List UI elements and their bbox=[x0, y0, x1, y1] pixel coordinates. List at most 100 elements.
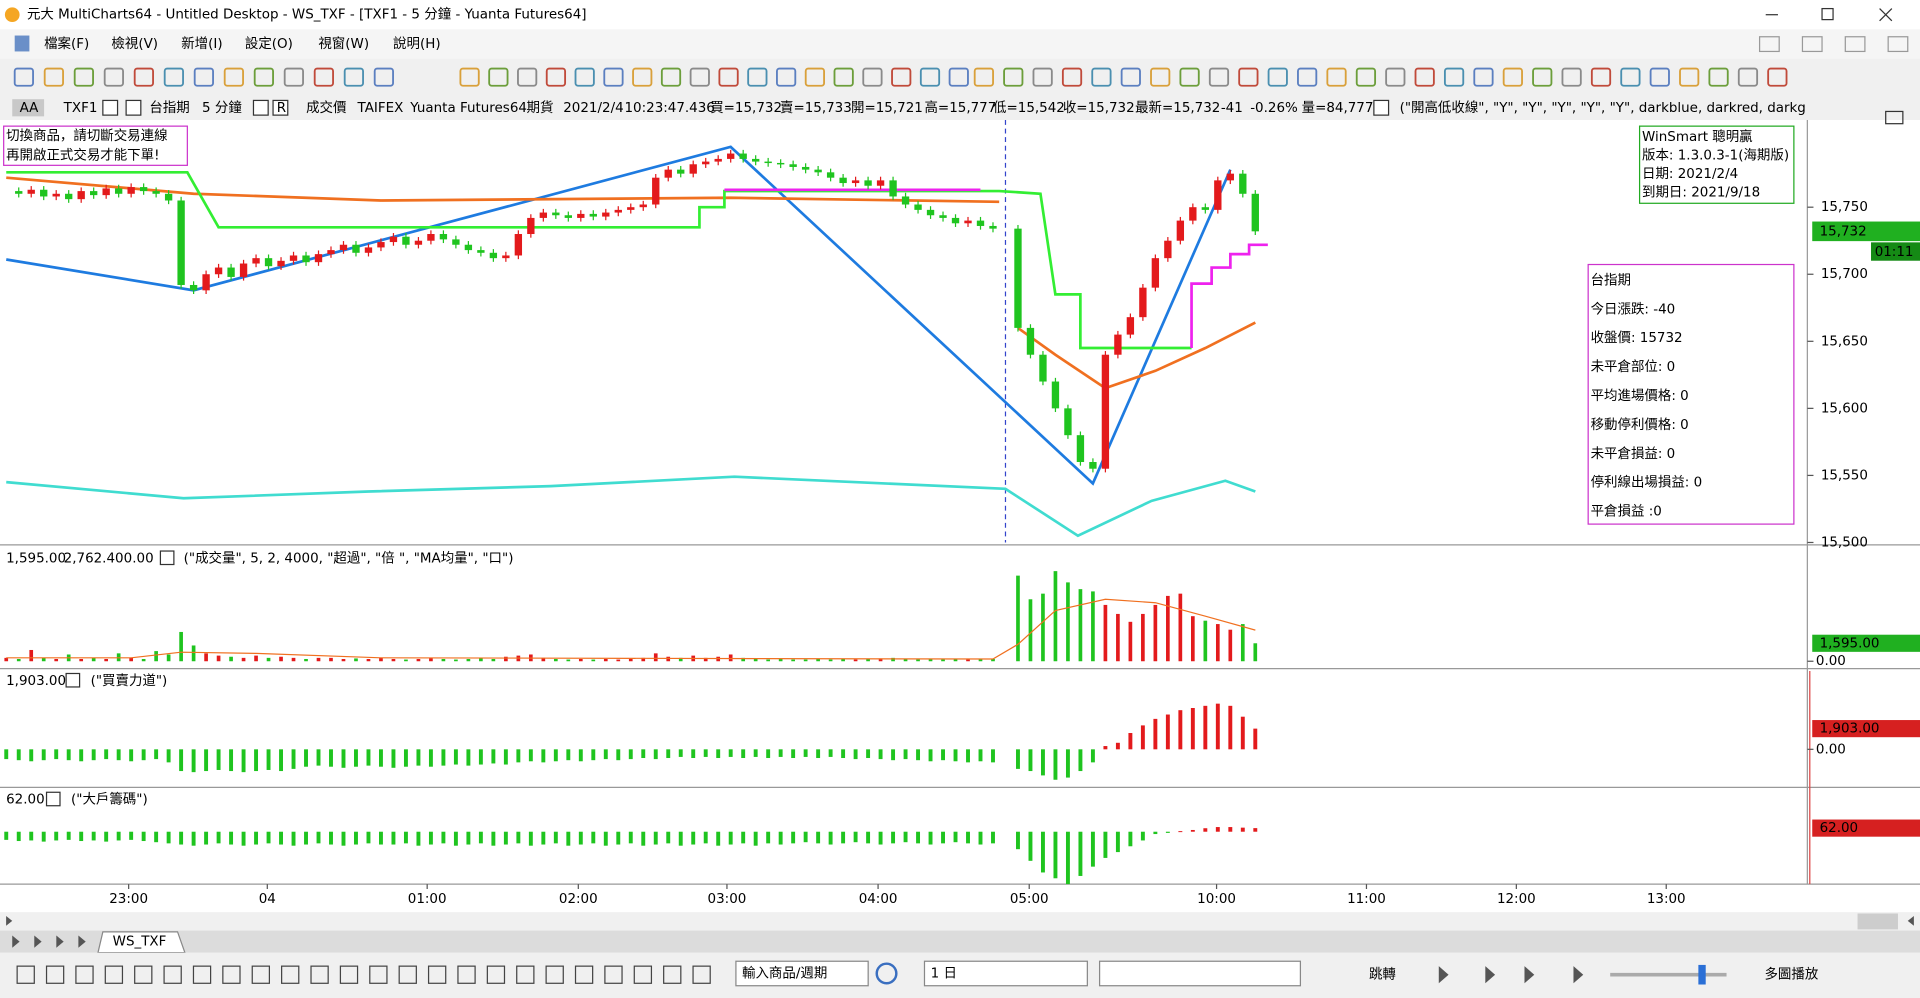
toolbar-button[interactable] bbox=[1208, 67, 1230, 87]
multi-play-button[interactable]: 多圖播放 bbox=[1764, 966, 1818, 983]
toolbar-button[interactable] bbox=[632, 67, 653, 87]
menu-item[interactable]: 視窗(W) bbox=[318, 35, 369, 52]
scroll-left[interactable] bbox=[6, 915, 13, 926]
toolbar-button[interactable] bbox=[1267, 67, 1288, 87]
toolbar-button[interactable] bbox=[1091, 67, 1112, 87]
study-toggle[interactable] bbox=[45, 791, 61, 807]
menu-item[interactable]: 設定(O) bbox=[245, 36, 293, 52]
toolbar-button[interactable] bbox=[1385, 67, 1406, 87]
toolbar-button[interactable] bbox=[1502, 67, 1523, 87]
menu-item[interactable]: 說明(H) bbox=[393, 35, 441, 52]
toolbar-button[interactable] bbox=[660, 67, 682, 87]
toolbar-button[interactable] bbox=[948, 67, 969, 87]
toolbar-button[interactable] bbox=[574, 67, 595, 87]
toolbar-button[interactable] bbox=[1561, 67, 1582, 87]
toolbar-button[interactable] bbox=[1238, 67, 1259, 87]
toolbar-button[interactable] bbox=[1708, 67, 1729, 87]
mode-dropdown[interactable] bbox=[272, 99, 289, 116]
drawing-tool[interactable] bbox=[163, 965, 182, 984]
tab-nav[interactable] bbox=[78, 935, 86, 948]
drawing-tool[interactable] bbox=[251, 965, 270, 984]
drawing-tool[interactable] bbox=[104, 965, 124, 984]
toolbar-button[interactable] bbox=[517, 67, 538, 87]
drawing-tool[interactable] bbox=[633, 965, 653, 984]
panel-menu-icon[interactable] bbox=[1885, 110, 1904, 125]
drawing-tool[interactable] bbox=[516, 965, 535, 984]
toolbar-button[interactable] bbox=[1620, 67, 1641, 87]
toolbar-button[interactable] bbox=[862, 67, 883, 87]
toolbar-button[interactable] bbox=[833, 67, 854, 87]
drawing-tool[interactable] bbox=[339, 965, 359, 984]
toolbar-button[interactable] bbox=[13, 67, 34, 87]
toolbar-button[interactable] bbox=[891, 67, 912, 87]
toolbar-button[interactable] bbox=[804, 67, 825, 87]
toolbar-button[interactable] bbox=[747, 67, 768, 87]
playback-button[interactable] bbox=[1573, 966, 1584, 984]
toolbar-button[interactable] bbox=[1737, 67, 1759, 87]
toolbar-button[interactable] bbox=[1355, 67, 1377, 87]
drawing-tool[interactable] bbox=[134, 965, 153, 984]
scroll-right[interactable] bbox=[1907, 915, 1914, 926]
drawing-tool[interactable] bbox=[75, 965, 94, 984]
toolbar-button[interactable] bbox=[1590, 67, 1612, 87]
toolbar-button[interactable] bbox=[283, 67, 304, 87]
playback-button[interactable] bbox=[1438, 966, 1449, 984]
drawing-tool[interactable] bbox=[310, 965, 329, 984]
drawing-tool[interactable] bbox=[369, 965, 388, 984]
toolbar-button[interactable] bbox=[1003, 67, 1024, 87]
toolbar-button[interactable] bbox=[373, 67, 394, 87]
toolbar-button[interactable] bbox=[1150, 67, 1171, 87]
drawing-tool[interactable] bbox=[45, 965, 65, 984]
toolbar-button[interactable] bbox=[919, 67, 941, 87]
maximize-button[interactable] bbox=[1821, 7, 1834, 21]
go-button[interactable] bbox=[875, 962, 898, 985]
toolbar-button[interactable] bbox=[163, 67, 184, 87]
tab-nav[interactable] bbox=[12, 935, 20, 948]
toolbar-button[interactable] bbox=[43, 67, 64, 87]
toolbar-button[interactable] bbox=[1061, 67, 1083, 87]
drawing-tool[interactable] bbox=[574, 965, 594, 984]
tab-nav[interactable] bbox=[34, 935, 42, 948]
toolbar-button[interactable] bbox=[313, 67, 334, 87]
scroll-thumb[interactable] bbox=[1857, 913, 1898, 930]
toolbar-button[interactable] bbox=[1297, 67, 1318, 87]
toolbar-button[interactable] bbox=[1649, 67, 1670, 87]
toolbar-button[interactable] bbox=[1473, 67, 1494, 87]
drawing-tool[interactable] bbox=[486, 965, 506, 984]
toolbar-button[interactable] bbox=[73, 67, 94, 87]
study-toggle[interactable] bbox=[1373, 99, 1390, 116]
toolbar-button[interactable] bbox=[973, 67, 994, 87]
close-button-x[interactable] bbox=[1879, 8, 1893, 22]
toolbar-button[interactable] bbox=[1179, 67, 1200, 87]
toolbar-button[interactable] bbox=[133, 67, 154, 87]
toolbar-button[interactable] bbox=[1120, 67, 1141, 87]
drawing-tool[interactable] bbox=[457, 965, 476, 984]
mdi-button[interactable] bbox=[1887, 36, 1909, 53]
toolbar-button[interactable] bbox=[1532, 67, 1553, 87]
toolbar-button[interactable] bbox=[1326, 67, 1347, 87]
toolbar-button[interactable] bbox=[689, 67, 710, 87]
toolbar-button[interactable] bbox=[603, 67, 624, 87]
toolbar-button[interactable] bbox=[718, 67, 739, 87]
date-select[interactable] bbox=[1098, 960, 1302, 987]
drawing-tool[interactable] bbox=[427, 965, 447, 984]
drawing-tool[interactable] bbox=[16, 965, 35, 984]
toolbar-button[interactable] bbox=[1414, 67, 1435, 87]
speed-thumb[interactable] bbox=[1698, 964, 1706, 985]
drawing-tool[interactable] bbox=[663, 965, 682, 984]
drawing-tool[interactable] bbox=[398, 965, 417, 984]
drawing-tool[interactable] bbox=[222, 965, 241, 984]
symbol-input[interactable] bbox=[735, 960, 869, 987]
toolbar-button[interactable] bbox=[193, 67, 214, 87]
symbol-dropdown[interactable] bbox=[102, 99, 119, 116]
tab-nav[interactable] bbox=[56, 935, 64, 948]
toolbar-button[interactable] bbox=[103, 67, 124, 87]
drawing-tool[interactable] bbox=[192, 965, 212, 984]
menu-item[interactable]: 新增(I) bbox=[181, 36, 222, 52]
interval-dropdown[interactable] bbox=[252, 99, 269, 116]
toolbar-button[interactable] bbox=[545, 67, 567, 87]
menu-item[interactable]: 檔案(F) bbox=[44, 35, 89, 52]
toolbar-button[interactable] bbox=[253, 67, 274, 87]
playback-button[interactable] bbox=[1524, 966, 1535, 984]
toolbar-button[interactable] bbox=[223, 67, 244, 87]
